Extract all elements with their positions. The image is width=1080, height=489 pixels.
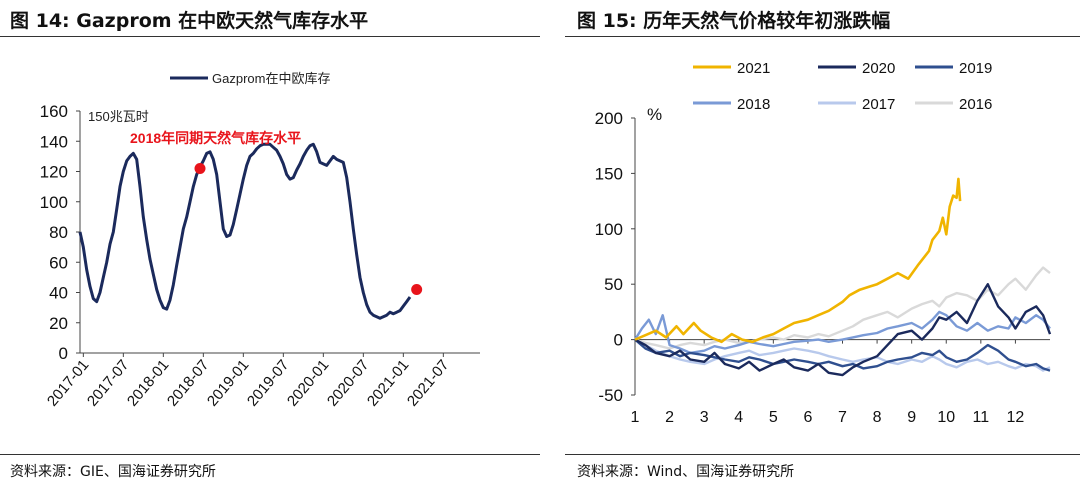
left-chart: Gazprom在中欧库存 0 20 40 60 80 100 120 140 160 150兆瓦时 2…: [40, 71, 480, 410]
x-tick-label: 3: [700, 409, 709, 426]
y-tick-label: 140: [40, 132, 68, 151]
legend-label-2019: 2019: [959, 60, 992, 77]
y-tick-label: 80: [49, 223, 68, 242]
left-title-rule: [0, 36, 540, 37]
right-source-rule: [565, 454, 1080, 455]
right-source: 资料来源：Wind、国海证券研究所: [577, 464, 795, 480]
highlight-marker: [411, 283, 423, 295]
series-line-2021: [634, 177, 962, 344]
y-axis-label: 150兆瓦时: [88, 109, 149, 124]
x-tick-label: 1: [631, 409, 640, 426]
legend-label-2017: 2017: [862, 96, 895, 113]
x-tick-label: 7: [838, 409, 847, 426]
x-tick-label: 2020-01: [284, 357, 332, 410]
x-tick-label: 2021-01: [364, 357, 412, 410]
left-source-rule: [0, 454, 540, 455]
right-title-rule: [565, 36, 1080, 37]
x-tick-label: 2019-07: [244, 357, 292, 410]
x-tick-label: 4: [734, 409, 743, 426]
x-tick-label: 2: [665, 409, 674, 426]
y-tick-label: 60: [49, 253, 68, 272]
x-tick-label: 12: [1007, 409, 1025, 426]
right-chart: 2021 2020 2019 2018 2017 2016 -50 0 50 100 150 200%…: [595, 60, 1052, 426]
x-tick-label: 10: [937, 409, 955, 426]
x-tick-label: 2017-07: [84, 357, 132, 410]
series-line-2017: [634, 338, 1051, 372]
y-tick-label: 20: [49, 314, 68, 333]
x-tick-label: 6: [803, 409, 812, 426]
y-axis-unit: %: [647, 105, 662, 124]
x-tick-label: 9: [907, 409, 916, 426]
x-tick-label: 2017-01: [44, 357, 92, 410]
y-tick-label: 40: [49, 284, 68, 303]
legend-label-2020: 2020: [862, 60, 895, 77]
x-tick-label: 8: [873, 409, 882, 426]
left-source: 资料来源：GIE、国海证券研究所: [10, 464, 216, 480]
series-line-gazprom: [78, 142, 412, 320]
x-tick-label: 2021-07: [404, 357, 452, 410]
x-tick-label: 11: [973, 409, 990, 426]
y-tick-label: 50: [604, 275, 623, 294]
series-line-2018: [633, 310, 1051, 355]
x-tick-label: 2018-07: [164, 357, 212, 410]
y-tick-label: 160: [40, 102, 68, 121]
y-tick-label: 0: [59, 344, 68, 363]
x-tick-label: 5: [769, 409, 778, 426]
y-tick-label: -50: [598, 386, 623, 405]
legend-label-2018: 2018: [737, 96, 770, 113]
legend-label-gazprom: Gazprom在中欧库存: [212, 71, 330, 86]
x-tick-label: 2018-01: [124, 357, 172, 410]
y-tick-label: 100: [40, 193, 68, 212]
highlight-marker: [194, 162, 206, 174]
series-line-2016: [634, 266, 1051, 350]
y-tick-label: 0: [614, 331, 623, 350]
y-tick-label: 200: [595, 109, 623, 128]
annotation-2018-level: 2018年同期天然气库存水平: [130, 130, 301, 146]
right-panel: 图 15: 历年天然气价格较年初涨跌幅 2021 2020 2019 2018 2017…: [565, 0, 1080, 489]
x-tick-label: 2019-01: [204, 357, 252, 410]
left-chart-title: 图 14: Gazprom 在中欧天然气库存水平: [10, 10, 369, 32]
series-line-2020: [634, 283, 1052, 377]
right-chart-title: 图 15: 历年天然气价格较年初涨跌幅: [577, 10, 891, 32]
left-panel: 图 14: Gazprom 在中欧天然气库存水平 Gazprom在中欧库存 0 20…: [0, 10, 540, 480]
x-tick-label: 2020-07: [324, 357, 372, 410]
legend-label-2021: 2021: [737, 60, 770, 77]
y-tick-label: 120: [40, 163, 68, 182]
y-tick-label: 100: [595, 220, 623, 239]
legend-label-2016: 2016: [959, 96, 992, 113]
y-tick-label: 150: [595, 164, 623, 183]
